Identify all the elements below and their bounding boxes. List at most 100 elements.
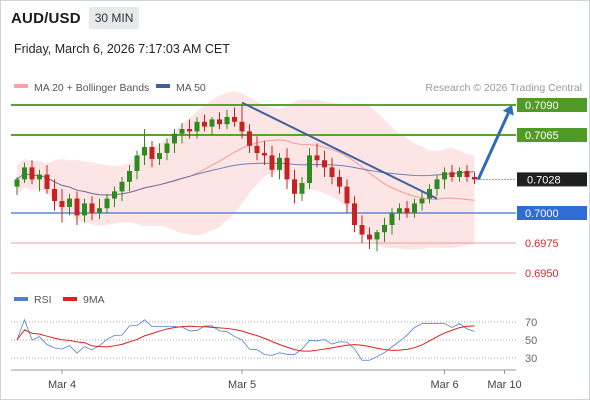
candle-body [299, 183, 305, 194]
candle-body [464, 171, 470, 177]
candle-body [404, 208, 410, 213]
candle-body [247, 131, 252, 146]
candle-body [134, 155, 140, 171]
candle-body [277, 157, 282, 170]
symbol-title: AUD/USD [11, 9, 81, 27]
candle-body [74, 198, 80, 216]
candle-body [472, 177, 477, 180]
candle-body [352, 203, 357, 225]
candle-body [112, 191, 117, 199]
rsi-legend-label: RSI [34, 294, 52, 306]
bollinger-band [17, 90, 475, 250]
candle-body [164, 143, 170, 153]
trend-line [241, 101, 438, 200]
candle-body [179, 129, 185, 134]
candle-body [172, 133, 177, 144]
candle-body [224, 117, 230, 125]
forecast-arrow-head [502, 105, 514, 116]
rsi-level-label: 30 [525, 353, 537, 365]
candle-body [434, 179, 440, 189]
time-axis-label: Mar 10 [487, 379, 521, 391]
candle-body [14, 179, 20, 187]
timeframe-badge[interactable]: 30 MIN [88, 7, 140, 29]
candle-body [322, 160, 327, 168]
candle-body [82, 203, 87, 216]
candle-body [142, 147, 147, 156]
header: AUD/USD 30 MIN [11, 7, 140, 29]
timestamp: Friday, March 6, 2026 7:17:03 AM CET [14, 42, 230, 56]
candle-body [359, 225, 365, 235]
candle-body [22, 167, 27, 180]
candle-body [37, 174, 42, 180]
rsi-ma-legend-swatch [63, 297, 77, 301]
time-axis-ticks: Mar 4 Mar 5 Mar 6 Mar 10 [48, 370, 522, 391]
candle-body [307, 155, 312, 183]
bb-legend-label: MA 20 + Bollinger Bands [34, 82, 149, 94]
candle-body [194, 121, 200, 132]
candle-body [397, 208, 402, 213]
candle-body [52, 189, 57, 201]
level-label: 0.7000 [525, 208, 559, 220]
ma50-legend-label: MA 50 [176, 82, 206, 94]
candle-body [127, 171, 132, 182]
candle-body [209, 119, 215, 127]
rsi-level-label: 50 [525, 335, 537, 347]
candle-body [419, 198, 425, 204]
rsi-line [16, 318, 475, 361]
last-price-label: 0.7028 [527, 174, 561, 186]
level-label: 0.6950 [525, 268, 559, 280]
level-label: 0.7090 [525, 100, 559, 112]
candle-body [284, 157, 290, 180]
candle-body [374, 232, 380, 240]
candle-body [89, 203, 95, 213]
forecast-arrow-shaft [476, 112, 510, 181]
level-label: 0.7065 [525, 130, 559, 142]
candle-body [269, 155, 275, 170]
candle-body [232, 117, 237, 122]
candle-body [262, 153, 267, 156]
level-label: 0.6975 [525, 238, 559, 250]
candle-body [367, 234, 372, 240]
candle-body [442, 172, 447, 180]
rsi-ma-legend-label: 9MA [83, 294, 105, 306]
candle-body [329, 167, 335, 177]
candle-body [217, 119, 222, 125]
rsi-level-label: 70 [525, 317, 537, 329]
candle-body [254, 145, 260, 153]
ma50-line [16, 162, 475, 196]
level-label-bg [517, 98, 587, 112]
last-price-label-bg [517, 172, 587, 187]
moving-average-layer [16, 139, 475, 201]
candle-body [337, 177, 342, 187]
candle-body [59, 201, 65, 207]
candle-body [149, 147, 155, 159]
candle-body [119, 181, 125, 192]
level-label-bg [517, 128, 587, 142]
candle-body [202, 121, 207, 127]
candle-body [412, 203, 417, 213]
candle-body [314, 155, 320, 161]
candle-body [29, 167, 35, 180]
time-axis-label: Mar 5 [228, 379, 256, 391]
rsi-panel: 70 50 30 [11, 317, 537, 365]
rsi-ma-line [16, 325, 475, 352]
time-axis-label: Mar 4 [48, 379, 76, 391]
bollinger-band-layer [17, 90, 475, 250]
overlay-layer [241, 101, 514, 200]
candle-body [239, 121, 245, 132]
candle-body [382, 225, 387, 233]
candle-body [344, 186, 350, 204]
rsi-legend-swatch [14, 297, 28, 301]
level-label-layer: 0.7090 0.7065 0.7028 0.7000 0.6975 0.6950 [517, 98, 587, 280]
candle-body [104, 198, 110, 209]
level-label-bg [517, 206, 587, 220]
candle-body [457, 171, 462, 177]
bb-legend-swatch [14, 84, 28, 88]
time-axis-label: Mar 6 [430, 379, 458, 391]
candle-body [292, 179, 297, 194]
credit-text: Research © 2026 Trading Central [425, 82, 582, 94]
price-level-layer [11, 104, 516, 274]
candle-body [389, 213, 395, 225]
